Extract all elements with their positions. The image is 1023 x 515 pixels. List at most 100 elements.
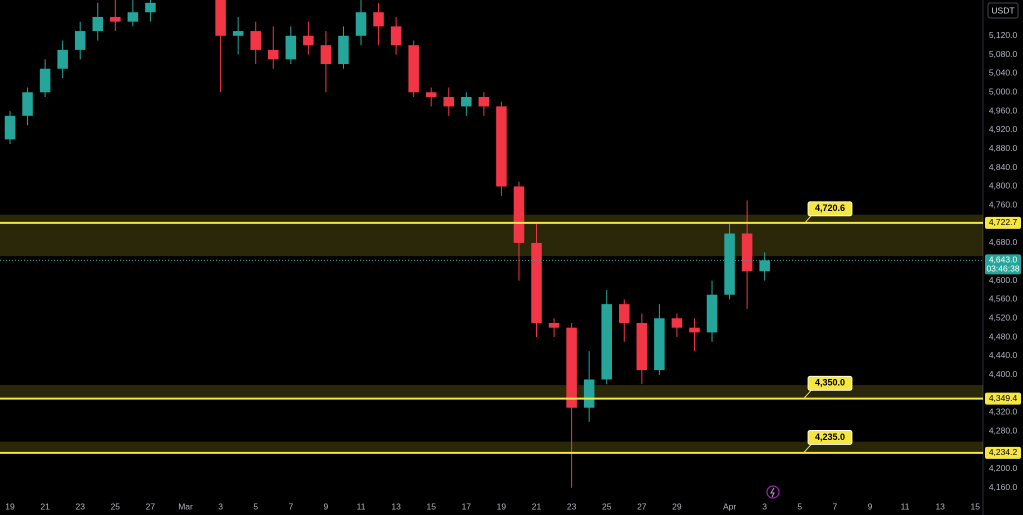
- candle-body: [601, 304, 612, 380]
- candle-body: [373, 12, 384, 27]
- callout-box: [807, 375, 853, 391]
- candle-body: [408, 45, 419, 93]
- candle-body: [4, 115, 16, 140]
- x-tick-label: 29: [672, 501, 682, 511]
- candle-body: [57, 49, 68, 69]
- level-price-label: 4,349.4: [989, 393, 1018, 403]
- candle-body: [513, 186, 525, 243]
- candle-body: [285, 35, 297, 60]
- y-tick-label: 4,760.0: [989, 200, 1018, 210]
- candle-body: [250, 31, 261, 50]
- level-price-box: [985, 446, 1021, 459]
- candle-body: [671, 318, 683, 328]
- level-price-label: 4,722.7: [989, 217, 1018, 227]
- candle-body: [215, 0, 226, 36]
- x-tick-label: Apr: [723, 501, 736, 511]
- candle-body: [232, 31, 244, 36]
- x-tick-label: 15: [971, 501, 981, 511]
- x-tick-label: Mar: [178, 501, 193, 511]
- level-price-box: [985, 216, 1021, 229]
- candle-body: [390, 26, 402, 46]
- y-tick-label: 4,400.0: [989, 369, 1018, 379]
- x-tick-label: 5: [253, 501, 258, 511]
- candle-body: [654, 318, 665, 371]
- x-tick-label: 5: [797, 501, 802, 511]
- candle-body: [706, 294, 718, 333]
- x-tick-label: 13: [391, 501, 401, 511]
- x-tick-label: 19: [497, 501, 507, 511]
- x-tick-label: 7: [833, 501, 838, 511]
- x-tick-label: 11: [357, 501, 366, 511]
- y-tick-label: 4,320.0: [989, 407, 1018, 417]
- x-tick-label: 7: [288, 501, 293, 511]
- plot-area: [0, 0, 983, 488]
- x-tick-label: 21: [40, 501, 50, 511]
- last-price-label: 4,643.0: [989, 255, 1018, 265]
- x-tick-label: 3: [218, 501, 223, 511]
- x-tick-label: 13: [935, 501, 945, 511]
- y-tick-label: 5,080.0: [989, 49, 1018, 59]
- x-tick-label: 11: [901, 501, 910, 511]
- candle-body: [583, 379, 595, 408]
- callout-pointer: [803, 443, 813, 453]
- candle-body: [127, 12, 139, 22]
- y-tick-label: 4,840.0: [989, 162, 1018, 172]
- candle-body: [443, 96, 455, 107]
- candle-body: [741, 233, 753, 272]
- candle-body: [531, 242, 542, 323]
- level-price-box: [985, 392, 1021, 405]
- x-tick-label: 25: [602, 501, 612, 511]
- x-tick-label: 27: [637, 501, 647, 511]
- y-tick-label: 4,680.0: [989, 237, 1018, 247]
- x-tick-label: 9: [324, 501, 329, 511]
- y-tick-label: 4,560.0: [989, 294, 1018, 304]
- y-tick-label: 4,880.0: [989, 143, 1018, 153]
- last-price-box: [985, 254, 1021, 275]
- candle-body: [461, 96, 472, 107]
- candle-body: [619, 304, 630, 323]
- callout-pointer: [803, 214, 813, 225]
- callout-box: [807, 201, 853, 217]
- y-tick-label: 5,040.0: [989, 68, 1018, 78]
- y-tick-label: 4,160.0: [989, 482, 1018, 492]
- currency: USDT: [991, 5, 1014, 15]
- x-tick-label: 15: [426, 501, 436, 511]
- zone: [0, 441, 983, 453]
- candle-body: [320, 45, 332, 65]
- y-tick-label: 5,120.0: [989, 30, 1018, 40]
- y-tick-label: 4,920.0: [989, 124, 1018, 134]
- candle-body: [74, 31, 86, 50]
- x-tick-label: 23: [567, 501, 577, 511]
- candle-body: [478, 96, 490, 107]
- candle-body: [759, 260, 770, 272]
- candle-body: [566, 327, 577, 408]
- candle-body: [267, 49, 279, 60]
- candle-body: [355, 12, 367, 36]
- candle-body: [548, 322, 560, 328]
- x-tick-label: 21: [532, 501, 542, 511]
- x-tick-label: 19: [5, 501, 15, 511]
- candle-body: [22, 92, 33, 116]
- x-tick-label: 9: [868, 501, 873, 511]
- x-tick-label: 25: [111, 501, 121, 511]
- zone: [0, 385, 983, 399]
- currency-box[interactable]: [987, 2, 1019, 19]
- y-tick-label: 4,600.0: [989, 275, 1018, 285]
- candle-body: [110, 16, 121, 22]
- y-tick-label: 4,440.0: [989, 350, 1018, 360]
- candle-body: [689, 327, 700, 333]
- x-tick-label: 27: [146, 501, 156, 511]
- y-tick-label: 4,200.0: [989, 463, 1018, 473]
- candle-body: [338, 35, 349, 65]
- event-bolt: [770, 487, 775, 498]
- x-tick-label: 23: [75, 501, 85, 511]
- x-tick-label: 17: [462, 501, 472, 511]
- candle-body: [39, 68, 51, 93]
- candle-body: [425, 92, 437, 97]
- event-icon[interactable]: [766, 485, 780, 499]
- countdown: 03:46:38: [986, 264, 1019, 274]
- candle-body: [636, 322, 648, 371]
- callout-label: 4,235.0: [815, 432, 845, 442]
- candle-body: [303, 35, 314, 46]
- y-tick-label: 4,480.0: [989, 331, 1018, 341]
